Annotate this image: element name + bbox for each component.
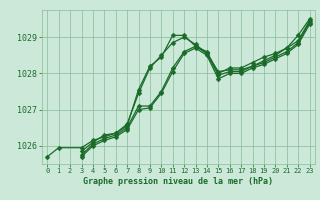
X-axis label: Graphe pression niveau de la mer (hPa): Graphe pression niveau de la mer (hPa) <box>84 177 273 186</box>
